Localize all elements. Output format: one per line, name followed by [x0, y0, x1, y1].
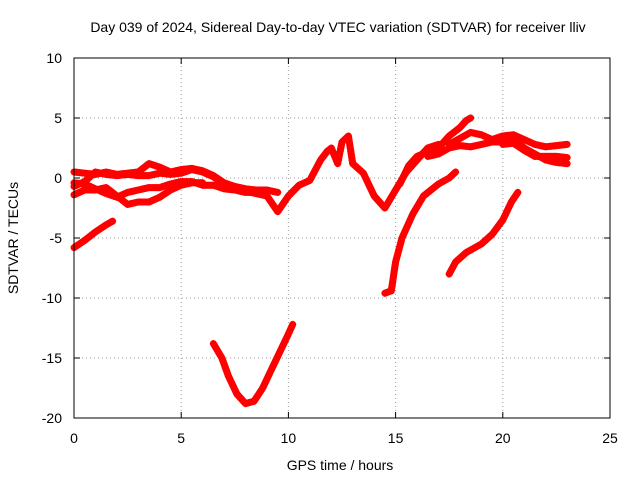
series-arc-morning-rise: [396, 114, 475, 188]
plus-markers: [499, 139, 571, 162]
y-tick-label: -5: [50, 230, 63, 246]
series-arc-deep-dip: [209, 320, 297, 408]
x-tick-label: 10: [281, 430, 297, 446]
x-tick-label: 0: [70, 430, 78, 446]
series-band: [263, 132, 442, 216]
chart-title: Day 039 of 2024, Sidereal Day-to-day VTE…: [90, 19, 585, 35]
y-tick-label: -15: [42, 350, 62, 366]
grid: [74, 58, 610, 418]
y-tick-label: 0: [54, 170, 62, 186]
series-arc-evening-rise: [445, 188, 522, 278]
y-axis-label: SDTVAR / TECUs: [5, 182, 21, 294]
x-tick-label: 25: [602, 430, 618, 446]
axis-ticks: 0 5 10 15 20 25 -20 -15 -10 -5 0 5 10: [42, 50, 618, 446]
series-arc-noisy-middle: [263, 132, 442, 216]
x-tick-label: 20: [495, 430, 511, 446]
series-arc-upper-right-b: [445, 128, 571, 151]
series-arc-upper-right-c: [499, 139, 571, 162]
series-arc-late-rise: [381, 168, 460, 297]
plus-markers: [381, 168, 460, 297]
y-tick-label: 5: [54, 110, 62, 126]
y-tick-label: -10: [42, 290, 62, 306]
y-tick-label: 10: [46, 50, 62, 66]
plus-markers: [209, 320, 297, 408]
plus-markers: [263, 132, 442, 216]
series-arc-start-rise: [70, 217, 117, 252]
data-series: [70, 114, 571, 408]
x-tick-label: 5: [177, 430, 185, 446]
plus-markers: [445, 188, 522, 278]
plus-markers: [445, 128, 571, 151]
x-tick-label: 15: [388, 430, 404, 446]
x-axis-label: GPS time / hours: [287, 457, 394, 473]
plus-markers: [396, 114, 475, 188]
y-tick-label: -20: [42, 410, 62, 426]
plus-markers: [70, 217, 117, 252]
